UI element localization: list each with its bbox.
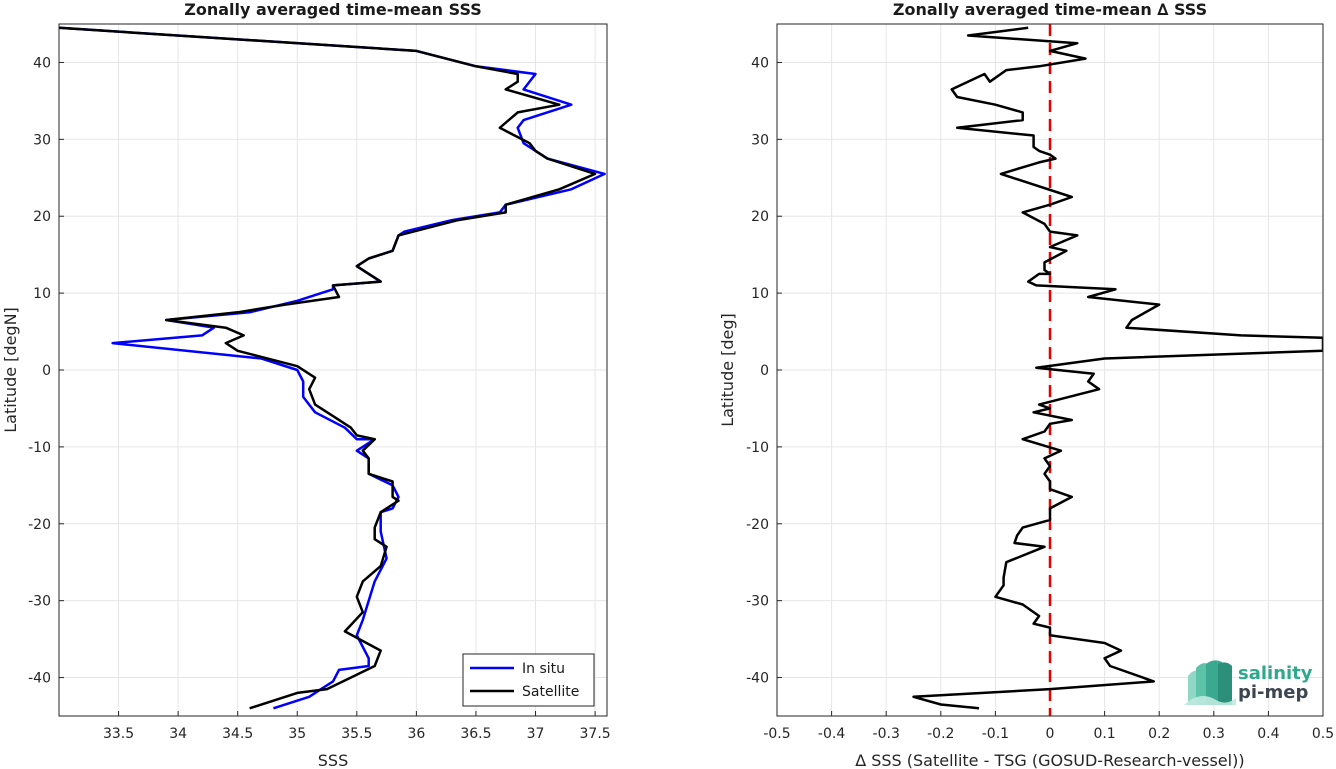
x-tick-label: 36.5	[460, 726, 491, 742]
x-axis-label: SSS	[318, 751, 348, 769]
y-tick-label: -10	[28, 440, 51, 456]
y-tick-label: 20	[751, 209, 769, 225]
y-tick-label: -40	[28, 671, 51, 687]
x-tick-label: -0.5	[763, 726, 790, 742]
logo-text-pi-mep: pi-mep	[1238, 682, 1308, 703]
chart-title: Zonally averaged time-mean SSS	[184, 0, 482, 19]
legend-label-satellite: Satellite	[522, 684, 579, 700]
x-tick-label: -0.1	[982, 726, 1009, 742]
series-line-in-situ	[59, 26, 606, 710]
series-line-delta-sss	[912, 26, 1323, 710]
y-tick-label: -20	[746, 517, 769, 533]
y-tick-label: -30	[746, 594, 769, 610]
x-tick-label: 34.5	[222, 726, 253, 742]
y-tick-label: 10	[33, 286, 51, 302]
axes-box	[776, 23, 1324, 717]
x-tick-label: 0	[1046, 726, 1055, 742]
right-panel-delta-sss: -0.5 -0.4 -0.3 -0.2 -0.1 0 0.1 0.2 0.3 0.4 0.5 40 30…	[718, 0, 1334, 769]
y-tick-label: 0	[760, 363, 769, 379]
left-panel-sss: 33.5 34 34.5 35 35.5 36 36.5 37 37.5 40 30 20 10 0 -10…	[1, 0, 611, 769]
x-tick-label: 0.1	[1093, 726, 1115, 742]
x-tick-label: 0.2	[1148, 726, 1170, 742]
x-tick-label: -0.4	[818, 726, 845, 742]
y-tick-label: -10	[746, 440, 769, 456]
y-tick-label: 30	[33, 132, 51, 148]
y-axis-label: Latitude [degN]	[1, 307, 20, 433]
legend-box	[462, 653, 595, 707]
x-tick-label: 0.3	[1203, 726, 1225, 742]
y-tick-label: 40	[751, 55, 769, 71]
logo-wave-icon	[1184, 660, 1236, 705]
y-tick-label: 30	[751, 132, 769, 148]
x-tick-label: -0.3	[873, 726, 900, 742]
series-line-satellite	[59, 26, 597, 710]
x-tick-label: 33.5	[103, 726, 134, 742]
x-tick-label: 35.5	[341, 726, 372, 742]
y-tick-label: 40	[33, 55, 51, 71]
x-tick-label: 37	[527, 726, 545, 742]
y-tick-label: 10	[751, 286, 769, 302]
legend: In situ Satellite	[462, 653, 595, 707]
x-tick-label: 0.4	[1257, 726, 1279, 742]
x-tick-label: 0.5	[1312, 726, 1334, 742]
legend-label-in-situ: In situ	[522, 661, 565, 677]
y-tick-label: -40	[746, 671, 769, 687]
x-axis-label: ∆ SSS (Satellite - TSG (GOSUD-Research-v…	[854, 751, 1244, 769]
x-tick-label: 36	[407, 726, 425, 742]
y-tick-label: 0	[42, 363, 51, 379]
logo-text-salinity: salinity	[1238, 663, 1313, 684]
y-tick-label: -20	[28, 517, 51, 533]
y-tick-label: -30	[28, 594, 51, 610]
x-tick-label: 34	[169, 726, 187, 742]
chart-title: Zonally averaged time-mean ∆ SSS	[893, 0, 1207, 19]
x-tick-label: 35	[288, 726, 306, 742]
y-axis-label: Latitude [deg]	[718, 313, 737, 427]
axes-box	[58, 23, 608, 717]
salinity-pi-mep-logo: salinity pi-mep	[1184, 660, 1313, 705]
y-tick-label: 20	[33, 209, 51, 225]
x-tick-label: -0.2	[927, 726, 954, 742]
x-tick-label: 37.5	[580, 726, 611, 742]
